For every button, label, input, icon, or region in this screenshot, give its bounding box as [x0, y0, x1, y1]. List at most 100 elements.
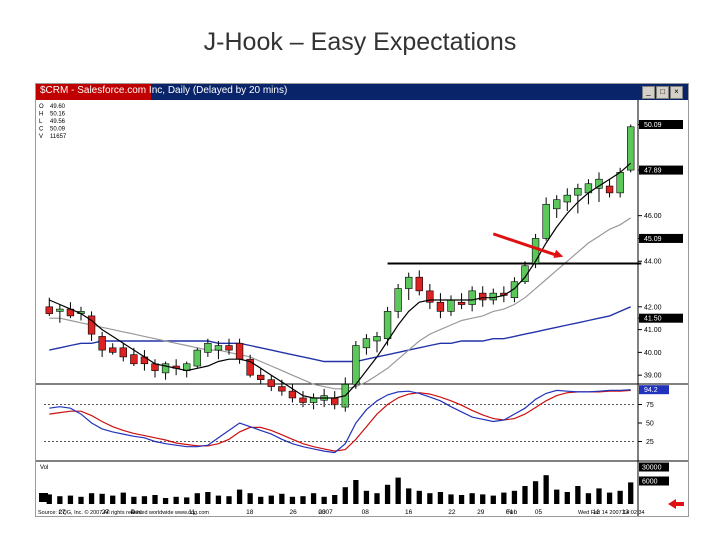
candle-body [373, 336, 381, 342]
x-axis-label: 01 [506, 509, 514, 516]
candle-body [574, 188, 582, 196]
volume-bar [46, 494, 52, 504]
volume-bar [490, 495, 496, 504]
candle-body [468, 290, 476, 305]
candle-body [553, 199, 561, 210]
volume-bar [406, 488, 412, 504]
chart-background [36, 100, 688, 516]
candle-body [288, 390, 297, 399]
candle-body [225, 345, 233, 351]
candlestick [553, 195, 561, 218]
volume-bar [363, 490, 370, 504]
candle-body [616, 172, 624, 194]
candlestick [119, 343, 127, 362]
candle-body [161, 363, 170, 374]
candlestick [299, 391, 307, 408]
volume-badge-label: 30000 [642, 465, 662, 472]
volume-badge-box [639, 476, 669, 486]
volume-bar [300, 496, 306, 504]
candle-body [436, 301, 445, 312]
candlestick [563, 188, 571, 212]
stoch-d-line [49, 389, 631, 452]
candlestick [394, 284, 402, 319]
ohlc-readout-value: 11657 [50, 134, 67, 140]
ohlc-readout-value: 49.56 [50, 119, 66, 125]
price-tick-label: 46.00 [644, 213, 662, 220]
candle-body [383, 311, 392, 340]
volume-bar [458, 495, 465, 504]
candle-body [605, 185, 614, 194]
candle-body [542, 203, 550, 239]
candle-body [415, 276, 423, 292]
volume-bar [57, 496, 63, 504]
candle-body [352, 345, 360, 385]
volume-bar [268, 495, 274, 504]
window-title: $CRM - Salesforce.com Inc, Daily (Delaye… [40, 85, 288, 96]
candle-body [130, 354, 138, 365]
candlestick [405, 272, 413, 300]
candlestick [45, 297, 53, 316]
candle-body [193, 349, 201, 367]
candlestick [98, 331, 106, 357]
candle-body [109, 347, 117, 353]
volume-bar [78, 496, 84, 504]
x-axis-label: 26 [289, 509, 297, 516]
price-badge-label: 41.50 [644, 316, 662, 323]
price-badge-box [639, 120, 683, 130]
candle-body [405, 276, 413, 289]
candle-body [56, 308, 64, 312]
minimize-button[interactable]: _ [642, 86, 655, 99]
x-axis-label: 13 [622, 509, 630, 516]
candlestick [161, 361, 170, 380]
titlebar-symbol-highlight [36, 84, 151, 100]
candlestick [542, 197, 550, 241]
candlestick [56, 304, 64, 323]
candlestick [193, 347, 201, 369]
volume-bar [67, 495, 74, 504]
x-axis-label: Feb [506, 509, 518, 516]
volume-bar [332, 495, 338, 504]
x-axis-label: 03 [318, 509, 326, 516]
candlestick [246, 354, 254, 378]
x-axis-label: Dec [131, 509, 143, 516]
volume-bar [606, 492, 613, 504]
volume-bar [585, 493, 592, 504]
slide-title: J-Hook – Easy Expectations [203, 28, 517, 56]
volume-bar [141, 496, 148, 504]
x-axis-label: 22 [448, 509, 456, 516]
maximize-button[interactable]: □ [656, 86, 669, 99]
candlestick [214, 340, 223, 360]
price-badge: 45.09 [639, 233, 683, 243]
price-badge-label: 45.09 [644, 236, 662, 243]
moving-average-mid-line [49, 217, 632, 390]
candle-body [235, 342, 244, 360]
candle-body [362, 338, 371, 349]
candle-body [204, 342, 212, 353]
ohlc-readout-label: L [39, 119, 43, 125]
volume-bar [88, 493, 95, 504]
price-badge-box [639, 165, 683, 175]
price-badge-label: 47.89 [644, 168, 662, 175]
volume-bar [99, 493, 105, 504]
candle-body [479, 292, 487, 301]
candlestick [383, 306, 392, 346]
ohlc-readout-value: 50.09 [50, 127, 66, 133]
ohlc-readout-label: C [39, 127, 44, 133]
breakout-arrow-line [492, 232, 558, 257]
candle-body [331, 397, 339, 406]
stoch-badge-box [639, 385, 669, 395]
price-badge-label: 50.09 [644, 122, 662, 129]
window-titlebar[interactable]: $CRM - Salesforce.com Inc, Daily (Delaye… [36, 84, 688, 100]
candle-body [119, 347, 127, 358]
close-button[interactable]: × [670, 86, 683, 99]
candle-body [531, 238, 540, 264]
x-axis-label: 29 [477, 509, 485, 516]
moving-average-fast-line [49, 162, 632, 399]
candle-body [278, 386, 286, 392]
volume-badge: 30000 [639, 462, 669, 472]
volume-badge-box [639, 462, 669, 472]
x-axis-label: 2007 [318, 509, 333, 516]
candlestick [225, 338, 233, 355]
volume-bar [321, 496, 327, 504]
volume-bar [511, 490, 518, 504]
